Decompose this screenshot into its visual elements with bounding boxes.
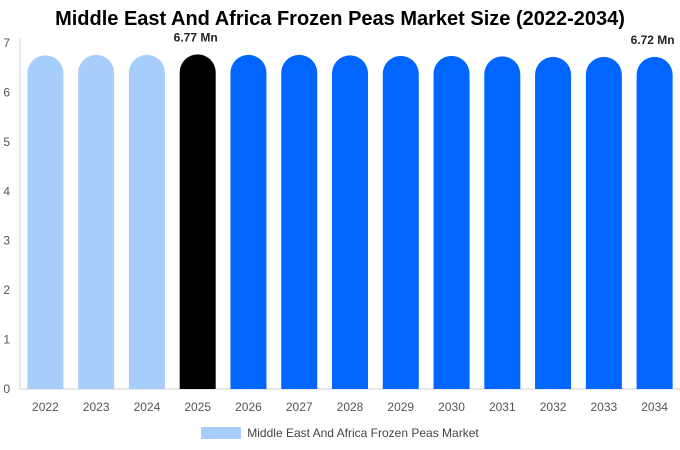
data-label-2025: 6.77 Mn xyxy=(174,30,218,44)
x-tick-label: 2027 xyxy=(286,400,313,414)
y-tick-label: 5 xyxy=(3,135,10,149)
legend-swatch xyxy=(201,427,242,439)
x-tick-label: 2028 xyxy=(337,400,364,414)
bar-2030 xyxy=(433,55,470,389)
y-tick-label: 4 xyxy=(3,184,10,198)
y-tick-label: 1 xyxy=(3,333,10,347)
y-tick-label: 3 xyxy=(3,234,10,248)
x-tick-label: 2032 xyxy=(540,400,567,414)
bar-2028 xyxy=(332,55,368,389)
x-tick-label: 2034 xyxy=(641,400,668,414)
bar-2027 xyxy=(281,54,318,389)
data-label-2034: 6.72 Mn xyxy=(631,33,675,47)
y-tick-label: 6 xyxy=(3,85,10,99)
x-tick-label: 2026 xyxy=(235,400,262,414)
bar-2033 xyxy=(585,56,622,390)
legend-label: Middle East And Africa Frozen Peas Marke… xyxy=(247,426,479,440)
bar-2024 xyxy=(128,54,165,389)
legend: Middle East And Africa Frozen Peas Marke… xyxy=(0,426,680,440)
chart-title: Middle East And Africa Frozen Peas Marke… xyxy=(55,8,625,30)
bar-2032 xyxy=(535,56,572,390)
x-tick-label: 2022 xyxy=(32,400,59,414)
bar-2023 xyxy=(78,54,115,389)
bar-2031 xyxy=(484,56,521,390)
x-tick-label: 2030 xyxy=(438,400,465,414)
y-tick-label: 0 xyxy=(3,382,10,396)
bar-2034 xyxy=(636,56,673,390)
x-tick-label: 2033 xyxy=(590,400,617,414)
bar-2022 xyxy=(27,55,64,389)
bar-2026 xyxy=(230,54,267,389)
x-tick-label: 2023 xyxy=(83,400,110,414)
x-tick-label: 2024 xyxy=(134,400,161,414)
y-tick-label: 7 xyxy=(3,36,10,50)
x-tick-label: 2025 xyxy=(184,400,211,414)
x-tick-label: 2031 xyxy=(489,400,516,414)
y-tick-label: 2 xyxy=(3,283,10,297)
bar-2025 xyxy=(179,54,216,390)
bar-2029 xyxy=(382,55,419,389)
x-tick-label: 2029 xyxy=(387,400,414,414)
